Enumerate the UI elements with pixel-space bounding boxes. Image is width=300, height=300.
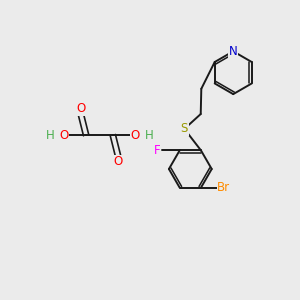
Text: H: H bbox=[145, 129, 154, 142]
Text: S: S bbox=[181, 122, 188, 135]
Text: O: O bbox=[130, 129, 140, 142]
Text: O: O bbox=[76, 102, 86, 115]
Text: F: F bbox=[154, 144, 160, 157]
Text: O: O bbox=[59, 129, 69, 142]
Text: Br: Br bbox=[217, 181, 230, 194]
Text: N: N bbox=[229, 45, 238, 58]
Text: H: H bbox=[46, 129, 54, 142]
Text: O: O bbox=[114, 155, 123, 168]
